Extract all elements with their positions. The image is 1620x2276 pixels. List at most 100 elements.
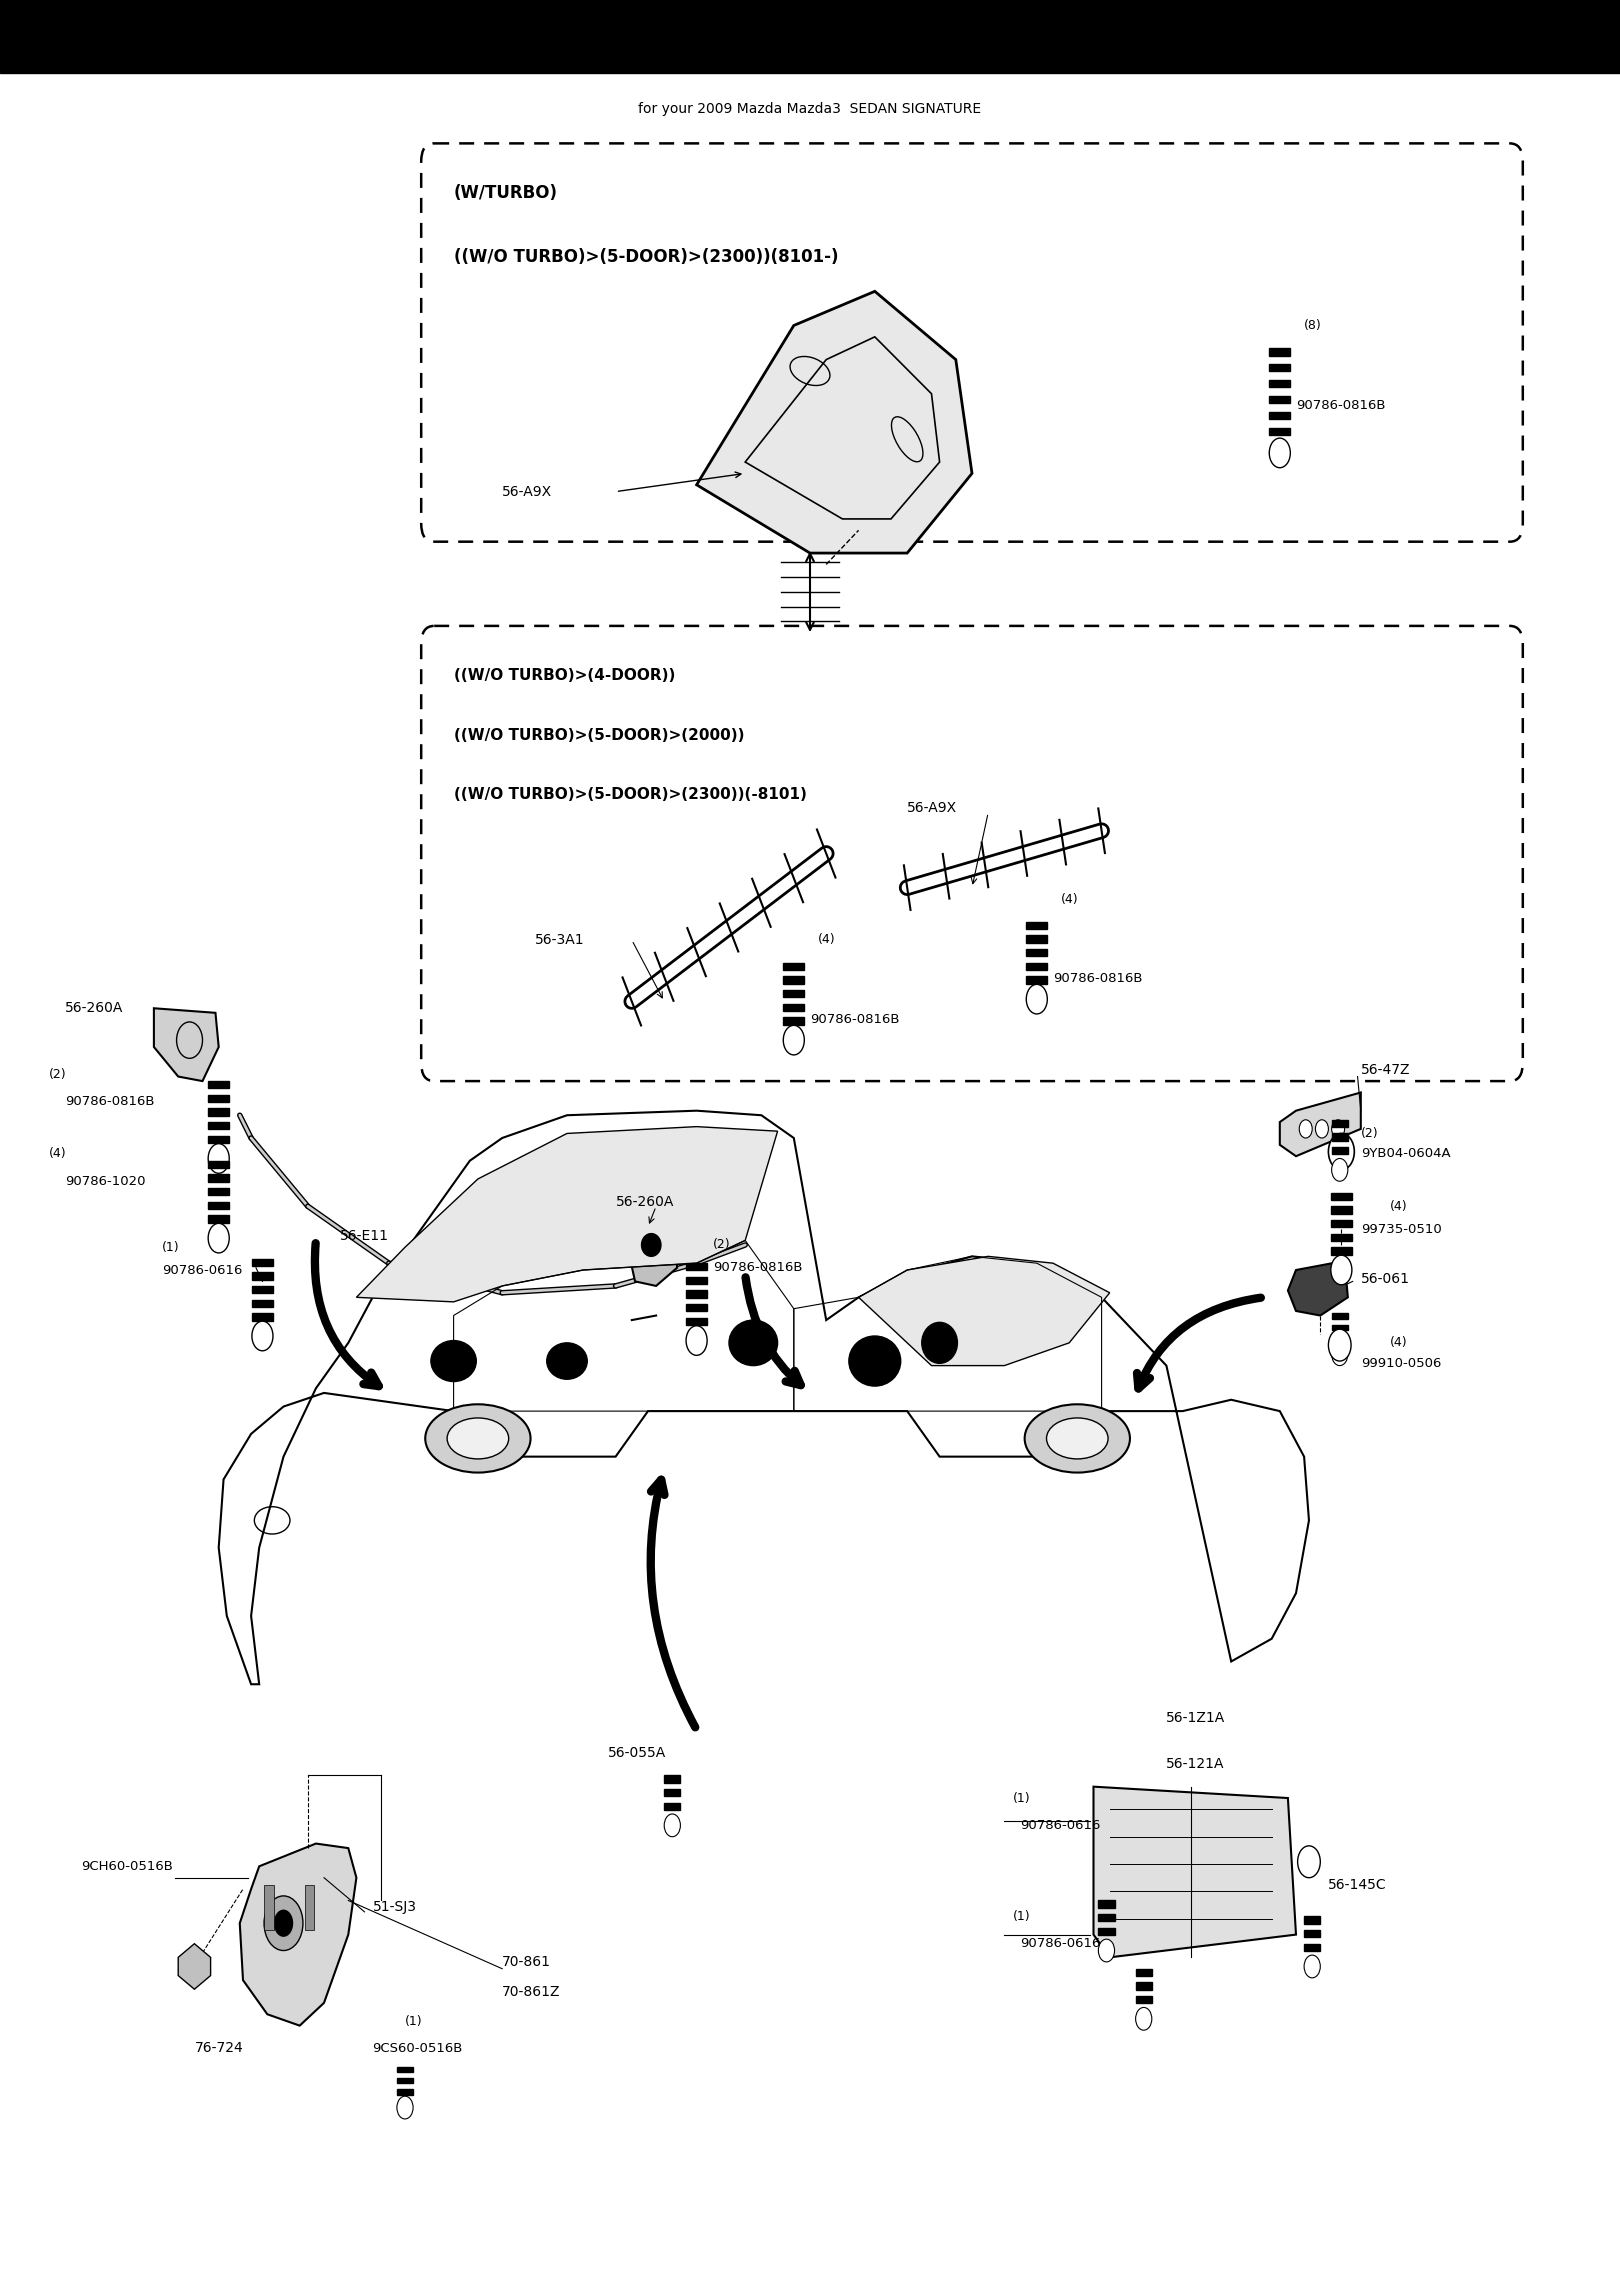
Bar [784,976,804,983]
Text: for your 2009 Mazda Mazda3  SEDAN SIGNATURE: for your 2009 Mazda Mazda3 SEDAN SIGNATU… [638,102,982,116]
Circle shape [1298,1846,1320,1878]
Bar [1136,1996,1152,2003]
Ellipse shape [431,1341,476,1382]
Bar [1330,1206,1351,1213]
Text: 51-SJ3: 51-SJ3 [373,1900,416,1914]
Bar [397,2067,413,2071]
Bar [207,1174,230,1181]
Ellipse shape [424,1404,530,1473]
Text: 90786-0616: 90786-0616 [1021,1819,1102,1832]
Text: 90786-0816B: 90786-0816B [810,1013,899,1026]
Bar [1332,1336,1348,1341]
Bar [207,1136,230,1143]
Text: ((W/O TURBO)>(5-DOOR)>(2300))(8101-): ((W/O TURBO)>(5-DOOR)>(2300))(8101-) [454,248,838,266]
Bar [1270,428,1291,435]
Text: (2): (2) [49,1067,66,1081]
Text: (W/TURBO): (W/TURBO) [454,184,557,203]
Bar [305,1885,314,1930]
Circle shape [1332,1120,1345,1138]
Circle shape [1027,986,1047,1015]
Text: 90786-0816B: 90786-0816B [713,1261,802,1275]
Text: FLOOR ATTACHMENTS: FLOOR ATTACHMENTS [656,25,964,48]
Polygon shape [240,1844,356,2026]
Text: (4): (4) [1061,892,1079,906]
Bar [1330,1234,1351,1240]
Circle shape [253,1322,272,1352]
Circle shape [1332,1343,1348,1366]
Circle shape [687,1325,706,1356]
Bar [207,1095,230,1102]
Text: 56-260A: 56-260A [65,1001,123,1015]
Bar [253,1313,272,1320]
Circle shape [784,1024,804,1056]
Polygon shape [859,1256,1110,1366]
Text: 90786-0816B: 90786-0816B [1053,972,1142,986]
Ellipse shape [1024,1404,1131,1473]
Bar [397,2078,413,2083]
Circle shape [664,1814,680,1837]
Text: (8): (8) [1304,319,1322,332]
Bar [664,1789,680,1796]
Bar [207,1081,230,1088]
Bar [1332,1325,1348,1329]
Bar [1136,1982,1152,1989]
Bar [784,1004,804,1011]
Bar [1332,1133,1348,1140]
Polygon shape [356,1127,778,1302]
Bar [1027,949,1048,956]
Polygon shape [219,1111,1309,1684]
Text: 90786-1020: 90786-1020 [65,1174,146,1188]
Text: 99735-0510: 99735-0510 [1361,1222,1442,1236]
Bar [207,1202,230,1209]
Text: 56-260A: 56-260A [616,1195,674,1209]
Bar [1330,1220,1351,1227]
Bar [1304,1916,1320,1923]
Bar [207,1188,230,1195]
Ellipse shape [729,1320,778,1366]
Bar [207,1122,230,1129]
Bar [685,1304,706,1311]
Polygon shape [1288,1261,1348,1316]
Polygon shape [1094,1787,1296,1957]
Text: 56-145C: 56-145C [1328,1878,1387,1891]
Text: (1): (1) [162,1240,180,1254]
Text: (1): (1) [1012,1910,1030,1923]
Ellipse shape [447,1418,509,1459]
Bar [0,0,1620,73]
Text: 76-724: 76-724 [194,2042,243,2055]
Bar [1270,412,1291,419]
Bar [264,1885,274,1930]
Bar [1330,1247,1351,1254]
Text: 9CH60-0516B: 9CH60-0516B [81,1859,173,1873]
Text: 90786-0616: 90786-0616 [162,1263,243,1277]
Text: 56-A9X: 56-A9X [502,485,552,498]
Ellipse shape [922,1322,957,1363]
Text: (2): (2) [713,1238,731,1252]
Text: ((W/O TURBO)>(5-DOOR)>(2300))(-8101): ((W/O TURBO)>(5-DOOR)>(2300))(-8101) [454,787,807,801]
Circle shape [264,1896,303,1951]
Bar [1270,348,1291,355]
Circle shape [1328,1329,1351,1361]
Ellipse shape [849,1336,901,1386]
Ellipse shape [546,1343,586,1379]
Text: (4): (4) [49,1147,66,1161]
Bar [685,1318,706,1325]
Bar [1027,935,1048,942]
Text: 56-E11: 56-E11 [340,1229,389,1243]
Bar [685,1290,706,1297]
Text: (4): (4) [1390,1336,1408,1350]
Text: 56-47Z: 56-47Z [1361,1063,1411,1077]
Text: 90786-0816B: 90786-0816B [65,1095,154,1108]
Bar [1304,1930,1320,1937]
Circle shape [1330,1256,1351,1284]
Text: 70-861Z: 70-861Z [502,1985,561,1998]
Circle shape [1328,1133,1354,1170]
Circle shape [1270,437,1290,469]
Circle shape [207,1143,230,1174]
Circle shape [207,1224,230,1252]
Circle shape [1098,1939,1115,1962]
Bar [1027,976,1048,983]
Polygon shape [629,1218,677,1286]
Circle shape [1136,2007,1152,2030]
Bar [1027,963,1048,970]
